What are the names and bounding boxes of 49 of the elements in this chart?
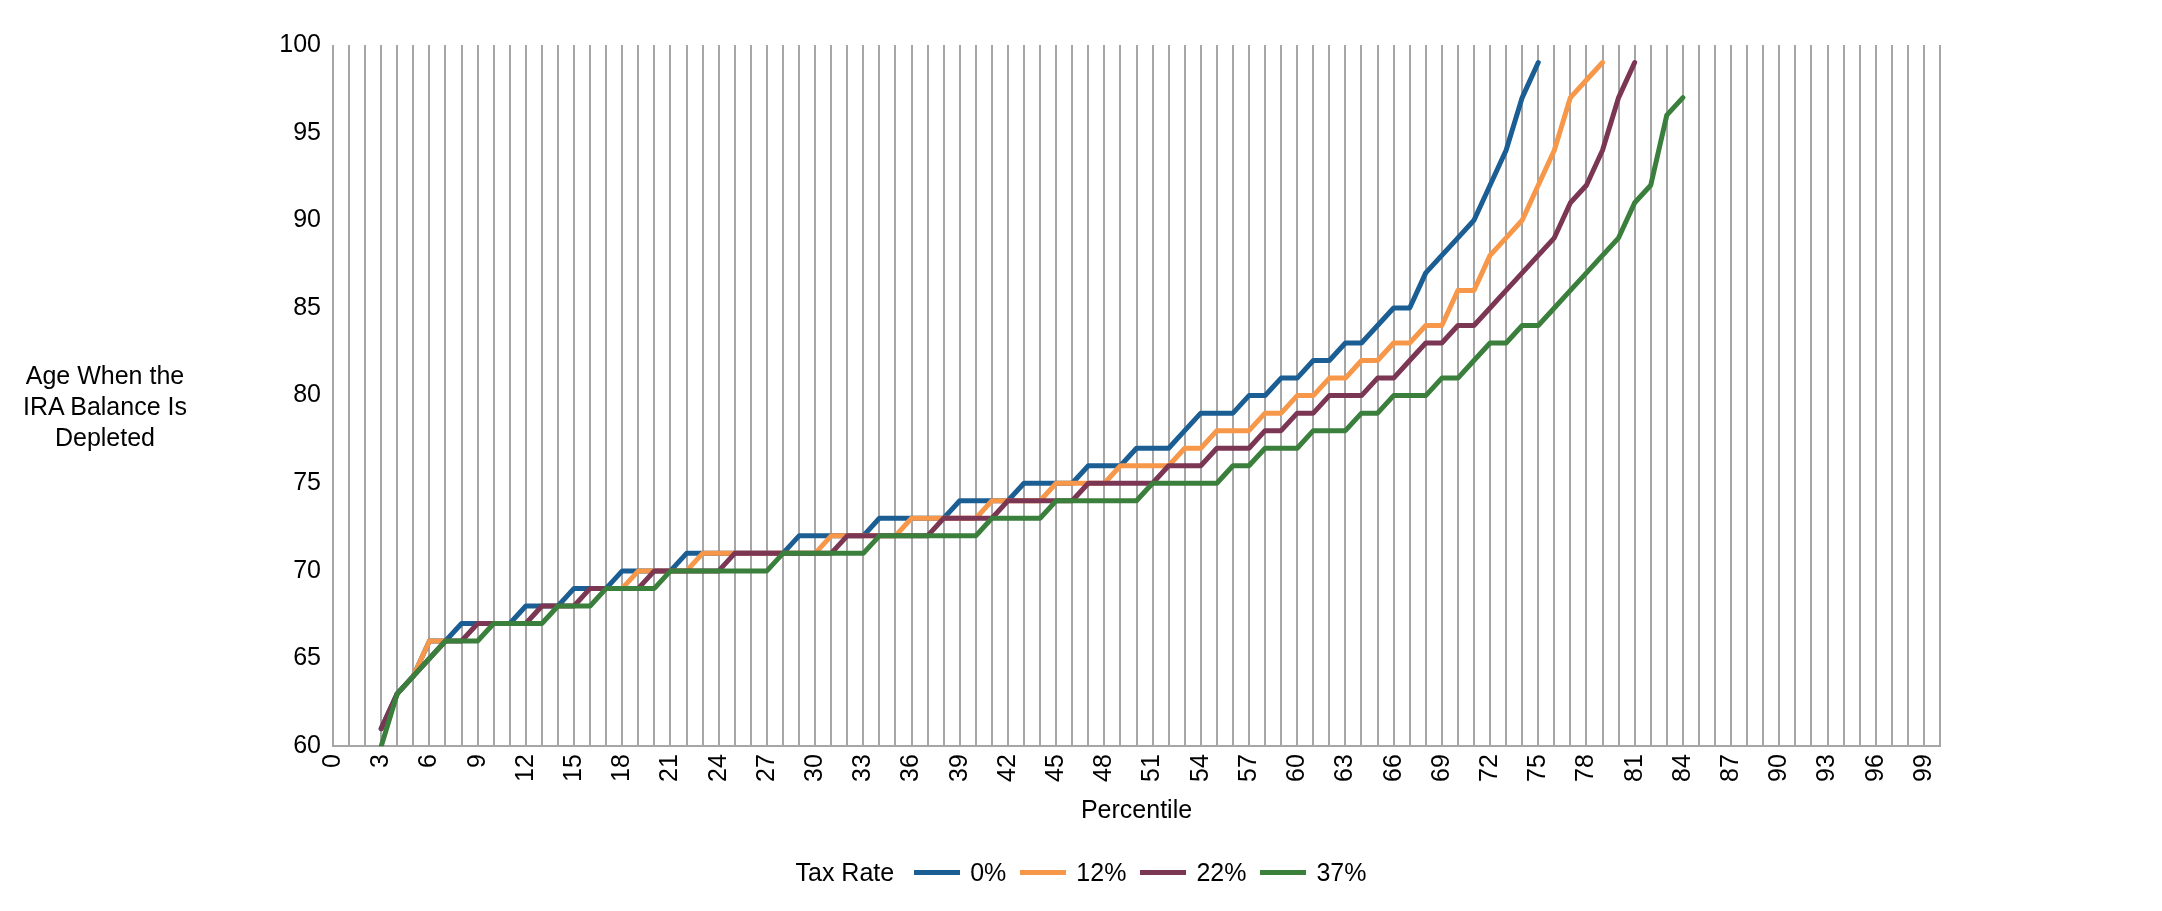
x-tick-label: 66: [1377, 754, 1406, 782]
legend-label: 22%: [1196, 858, 1247, 887]
x-tick-label: 63: [1329, 754, 1358, 782]
x-tick-label: 84: [1666, 754, 1695, 782]
y-tick-label: 75: [293, 467, 321, 496]
y-tick-label: 100: [279, 28, 321, 57]
x-axis-title: Percentile: [1080, 794, 1193, 823]
x-tick-label: 72: [1473, 754, 1502, 782]
x-tick-label: 48: [1088, 754, 1117, 782]
x-tick-label: 45: [1040, 754, 1069, 782]
legend-title: Tax Rate: [795, 858, 895, 887]
x-tick-label: 57: [1232, 754, 1261, 782]
x-tick-label: 24: [702, 754, 731, 782]
x-tick-label: 0: [316, 754, 345, 769]
x-tick-label: 12: [509, 754, 538, 782]
x-tick-label: 15: [557, 754, 586, 782]
legend-label: 12%: [1076, 858, 1127, 887]
x-tick-label: 96: [1859, 754, 1888, 782]
x-tick-label: 6: [413, 754, 442, 769]
x-tick-label: 81: [1618, 754, 1647, 782]
y-axis-title: Age When the IRA Balance Is Depleted: [22, 360, 188, 453]
x-tick-label: 9: [461, 754, 490, 769]
x-tick-label: 18: [606, 754, 635, 782]
y-tick-label: 70: [293, 554, 321, 583]
x-tick-label: 75: [1522, 754, 1551, 782]
y-tick-label: 95: [293, 116, 321, 145]
x-tick-label: 21: [654, 754, 683, 782]
x-tick-label: 54: [1184, 754, 1213, 782]
legend-label: 0%: [970, 858, 1007, 887]
y-tick-label: 80: [293, 379, 321, 408]
x-tick-label: 99: [1907, 754, 1936, 782]
x-tick-label: 87: [1714, 754, 1743, 782]
x-tick-label: 69: [1425, 754, 1454, 782]
x-tick-label: 33: [847, 754, 876, 782]
x-tick-label: 42: [991, 754, 1020, 782]
legend-label: 37%: [1316, 858, 1367, 887]
y-tick-label: 85: [293, 291, 321, 320]
x-tick-label: 27: [750, 754, 779, 782]
y-tick-label: 90: [293, 204, 321, 233]
x-tick-label: 90: [1763, 754, 1792, 782]
x-tick-label: 30: [798, 754, 827, 782]
y-tick-label: 65: [293, 642, 321, 671]
x-tick-label: 51: [1136, 754, 1165, 782]
x-tick-label: 39: [943, 754, 972, 782]
x-tick-label: 60: [1281, 754, 1310, 782]
x-tick-label: 93: [1811, 754, 1840, 782]
x-tick-label: 78: [1570, 754, 1599, 782]
x-tick-label: 3: [365, 754, 394, 769]
x-tick-label: 36: [895, 754, 924, 782]
